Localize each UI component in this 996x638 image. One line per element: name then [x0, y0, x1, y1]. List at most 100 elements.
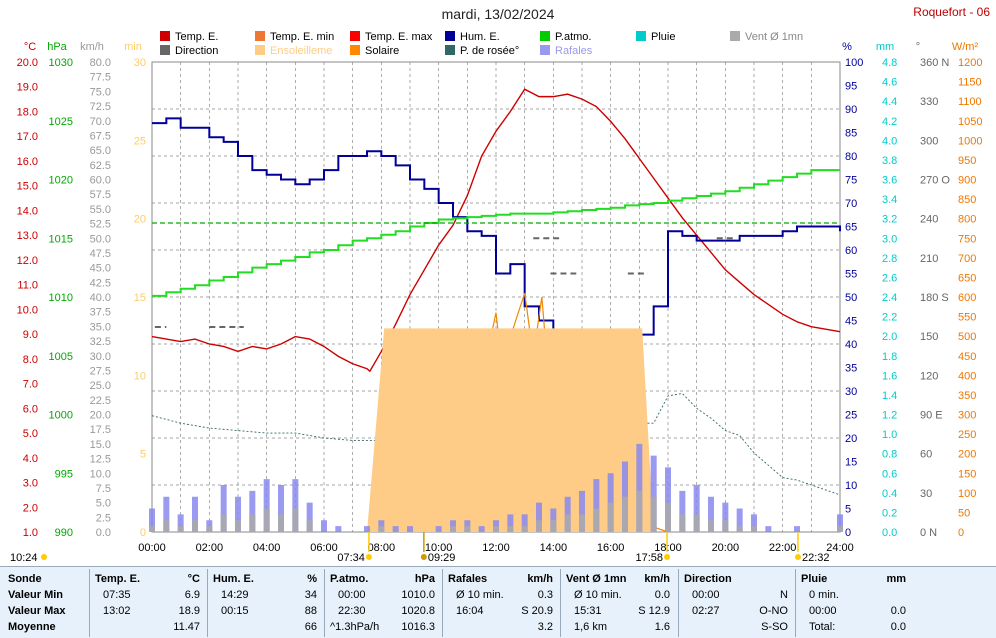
dir-tick-label: 0 N: [920, 527, 937, 539]
wind-tick-label: 77.5: [90, 72, 111, 84]
legend-label: Solaire: [365, 45, 400, 57]
table-divider: [560, 569, 561, 637]
hum-tick-label: 10: [845, 480, 857, 492]
solar_noon-time: 09:29: [428, 552, 456, 564]
wind-tick-label: 72.5: [90, 101, 111, 113]
solar-tick-label: 300: [958, 410, 976, 422]
rain-tick-label: 0.2: [882, 507, 897, 519]
legend-swatch: [160, 45, 170, 55]
solar-tick-label: 800: [958, 214, 976, 226]
wind-tick-label: 67.5: [90, 130, 111, 142]
dir-tick-label: 150: [920, 331, 938, 343]
hum-tick-label: 15: [845, 457, 857, 469]
station-name: Roquefort - 06: [913, 5, 990, 19]
hum-tick-label: 30: [845, 386, 857, 398]
legend-label: Ensoleilleme: [270, 45, 333, 57]
dir-tick-label: 270 O: [920, 175, 950, 187]
vent-1mn-bar: [192, 520, 198, 532]
dir-tick-label: 210: [920, 253, 938, 265]
gust-min-time: Ø 10 min.: [456, 589, 504, 601]
x-tick-label: 00:00: [138, 542, 166, 554]
wind-axis-unit: km/h: [80, 41, 104, 53]
hum-tick-label: 80: [845, 151, 857, 163]
dir-tick-label: 60: [920, 449, 932, 461]
legend-label: Rafales: [555, 45, 593, 57]
vent-1mn-bar: [607, 502, 614, 532]
table-divider: [324, 569, 325, 637]
row-label: Valeur Max: [8, 605, 66, 617]
rain-avg-value: 0.0: [890, 621, 906, 633]
rafales-bar: [364, 526, 370, 532]
dir-tick-label: 360 N: [920, 57, 949, 69]
rafales-bar: [278, 485, 284, 532]
vent-1mn-bar: [722, 520, 729, 532]
vent-1mn-bar: [564, 514, 571, 532]
legend-swatch: [255, 45, 265, 55]
rain-tick-label: 4.8: [882, 57, 897, 69]
wind-tick-label: 47.5: [90, 248, 111, 260]
p-atmo-line: [152, 169, 840, 297]
rafales-bar: [163, 496, 170, 532]
hum-tick-label: 70: [845, 198, 857, 210]
temp-max-time: 13:02: [103, 605, 131, 617]
hum-tick-label: 0: [845, 527, 851, 539]
legend-swatch: [540, 45, 550, 55]
legend-swatch: [160, 31, 170, 41]
x-tick-label: 18:00: [654, 542, 682, 554]
legend-label: Temp. E.: [175, 31, 219, 43]
dir-tick-label: 90 E: [920, 410, 943, 422]
sunset-icon: [664, 554, 671, 560]
sunrise-icon: [365, 554, 372, 560]
wind-unit: km/h: [644, 573, 670, 585]
x-tick-label: 16:00: [597, 542, 625, 554]
temp-tick-label: 10.0: [17, 304, 38, 316]
hum-tick-label: 75: [845, 175, 857, 187]
dir-tick-label: 180 S: [920, 292, 949, 304]
legend-label: Temp. E. max: [365, 31, 433, 43]
solar_noon-icon: [420, 554, 427, 560]
wind-tick-label: 55.0: [90, 204, 111, 216]
temp-tick-label: 16.0: [17, 156, 38, 168]
vent-1mn-bar: [220, 514, 227, 532]
rain-tick-label: 1.0: [882, 429, 897, 441]
rain-tick-label: 0.6: [882, 468, 897, 480]
solar-tick-label: 1050: [958, 116, 982, 128]
hum-tick-label: 55: [845, 269, 857, 281]
legend-label: Hum. E.: [460, 31, 500, 43]
legend-item: P. de rosée°: [445, 45, 519, 57]
solar-tick-label: 350: [958, 390, 976, 402]
dir-max-value: O-NO: [759, 605, 788, 617]
vent-1mn-bar: [837, 526, 843, 532]
vent-1mn-bar: [263, 508, 270, 532]
rafales-bar: [177, 514, 184, 532]
solar-tick-label: 600: [958, 292, 976, 304]
press-tick-label: 1015: [49, 233, 73, 245]
vent-1mn-bar: [206, 526, 213, 532]
rafales-bar: [521, 514, 528, 532]
rafales-bar: [306, 502, 313, 532]
legend-label: P. de rosée°: [460, 45, 520, 57]
solar-tick-label: 550: [958, 312, 976, 324]
row-label: Valeur Min: [8, 589, 64, 601]
wind-tick-label: 45.0: [90, 263, 111, 275]
temp-tick-label: 1.0: [23, 527, 38, 539]
gust-max-time: 16:04: [456, 605, 484, 617]
wind-tick-label: 57.5: [90, 189, 111, 201]
vent-1mn-bar: [693, 514, 700, 532]
press-avg-label: ^1.3hPa/h: [330, 621, 380, 633]
hum-tick-label: 100: [845, 57, 863, 69]
temp-tick-label: 18.0: [17, 106, 38, 118]
chart-canvas: 20.0 19.0 18.0 17.0 16.0 15.0 14.0 13.0 12.0 11.0…: [10, 41, 982, 564]
wind-tick-label: 12.5: [90, 454, 111, 466]
legend-swatch: [540, 31, 550, 41]
rafales-bar: [192, 496, 198, 532]
rain-tick-label: 1.8: [882, 351, 897, 363]
temp-tick-label: 19.0: [17, 82, 38, 94]
dir-tick-label: 120: [920, 370, 938, 382]
rafales-bar: [235, 496, 241, 532]
rafales-bar: [507, 514, 514, 532]
solar-tick-label: 1100: [958, 96, 982, 108]
legend-swatch: [350, 45, 360, 55]
gust-max-value: S 20.9: [521, 605, 553, 617]
legend-item: Temp. E.: [160, 31, 218, 43]
